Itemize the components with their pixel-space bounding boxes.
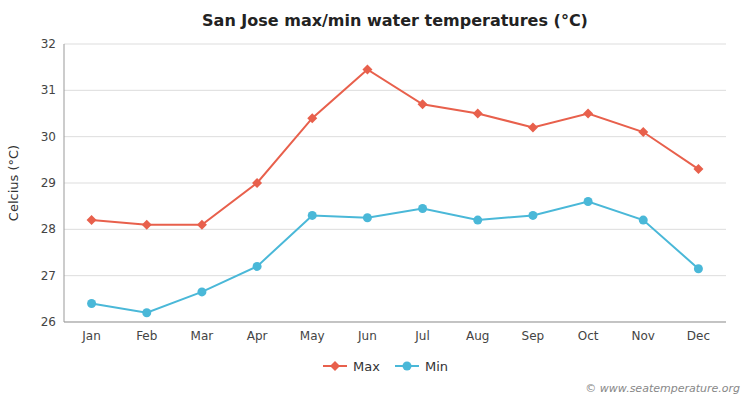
series-1: [87, 197, 703, 317]
y-axis-line: [64, 44, 65, 322]
point-marker: [197, 287, 206, 296]
point-marker: [694, 264, 703, 273]
y-tick-label: 32: [41, 37, 56, 51]
point-marker: [528, 211, 537, 220]
annotation: © www.seatemperature.org: [585, 382, 740, 395]
x-tick-label: Jan: [81, 329, 101, 343]
legend-marker: [330, 361, 340, 371]
y-tick-label: 29: [41, 176, 56, 190]
point-marker: [308, 211, 317, 220]
grid-line: [64, 183, 726, 184]
point-marker: [197, 220, 207, 230]
point-marker: [307, 113, 317, 123]
legend-label: Min: [425, 359, 448, 374]
x-axis-line: [64, 322, 726, 323]
y-tick-label: 30: [41, 130, 56, 144]
point-marker: [252, 178, 262, 188]
chart-title: San Jose max/min water temperatures (°C): [202, 11, 588, 30]
y-axis-label: Celcius (°C): [6, 145, 21, 221]
x-tick-label: Mar: [191, 329, 214, 343]
point-marker: [418, 204, 427, 213]
point-marker: [87, 299, 96, 308]
point-marker: [638, 127, 648, 137]
point-marker: [473, 109, 483, 119]
point-marker: [142, 220, 152, 230]
grid-line: [64, 44, 726, 45]
x-tick-label: Jun: [357, 329, 377, 343]
series-line: [92, 202, 699, 313]
point-marker: [362, 64, 372, 74]
grid-line: [64, 322, 726, 323]
y-tick-label: 26: [41, 315, 56, 329]
x-tick-label: Aug: [466, 329, 489, 343]
grid-line: [64, 136, 726, 137]
x-tick-label: Nov: [632, 329, 655, 343]
point-marker: [639, 216, 648, 225]
series-0: [87, 64, 704, 229]
x-tick-label: Sep: [522, 329, 545, 343]
point-marker: [473, 216, 482, 225]
point-marker: [528, 122, 538, 132]
legend-marker: [403, 362, 412, 371]
x-tick-label: Jul: [414, 329, 429, 343]
grid-line: [64, 275, 726, 276]
series-line: [92, 69, 699, 224]
x-tick-label: Feb: [136, 329, 157, 343]
x-tick-label: May: [300, 329, 325, 343]
point-marker: [583, 109, 593, 119]
chart-container: San Jose max/min water temperatures (°C)…: [0, 0, 750, 400]
plot-area: [87, 64, 704, 317]
x-tick-label: Dec: [687, 329, 710, 343]
point-marker: [584, 197, 593, 206]
point-marker: [418, 99, 428, 109]
x-tick-label: Oct: [578, 329, 599, 343]
x-tick-label: Apr: [247, 329, 268, 343]
grid-line: [64, 229, 726, 230]
grid: [64, 44, 726, 322]
y-tick-label: 27: [41, 269, 56, 283]
chart-svg: San Jose max/min water temperatures (°C)…: [0, 0, 750, 400]
y-tick-label: 31: [41, 83, 56, 97]
y-tick-label: 28: [41, 222, 56, 236]
point-marker: [363, 213, 372, 222]
point-marker: [253, 262, 262, 271]
legend-label: Max: [353, 359, 380, 374]
point-marker: [693, 164, 703, 174]
point-marker: [87, 215, 97, 225]
legend: Max Min: [323, 359, 448, 374]
grid-line: [64, 90, 726, 91]
point-marker: [142, 308, 151, 317]
